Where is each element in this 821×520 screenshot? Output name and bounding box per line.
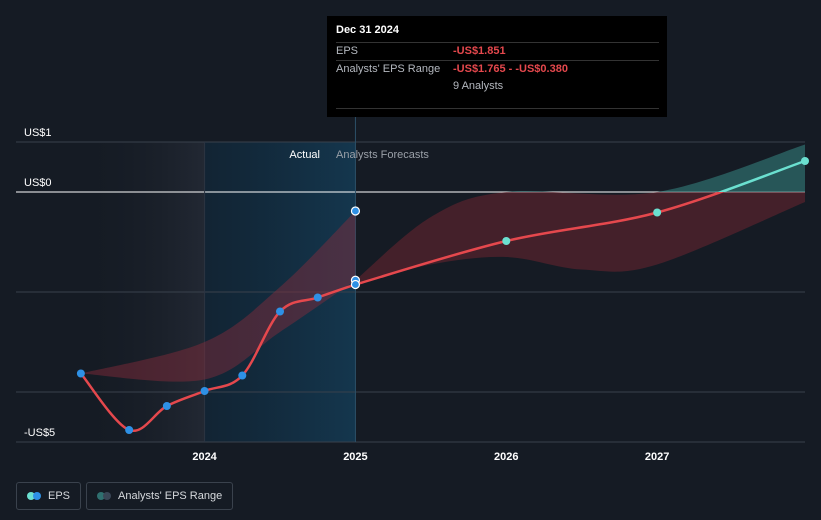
tooltip-range-row: Analysts' EPS Range -US$1.765 - -US$0.38… — [336, 60, 659, 78]
eps-markers — [76, 157, 809, 434]
eps-current-point — [350, 279, 361, 290]
y-tick-label-4: -US$5 — [24, 427, 55, 439]
legend-eps[interactable]: EPS — [16, 482, 82, 510]
eps-forecast-line — [355, 192, 725, 286]
forecast-eps-range-band-negative — [355, 192, 805, 285]
eps-actual-point-6 — [313, 293, 322, 302]
tooltip-date: Dec 31 2024 — [336, 24, 399, 36]
tooltip: Dec 31 2024 EPS -US$1.851 Analysts' EPS … — [327, 16, 667, 117]
y-tick-label-0: US$1 — [24, 127, 52, 139]
tooltip-eps-row: EPS -US$1.851 — [336, 42, 659, 60]
tooltip-analysts-row: 9 Analysts — [336, 78, 659, 95]
x-tick-label-0: 2024 — [192, 451, 217, 463]
eps-forecast-point-2 — [801, 157, 809, 165]
forecast-eps-range-band-positive — [506, 144, 805, 192]
eps-forecast-point-0 — [502, 237, 511, 245]
actual-eps-range-band — [80, 211, 356, 382]
tooltip-range-value: -US$1.765 - -US$0.380 — [453, 63, 568, 75]
x-tick-label-1: 2025 — [343, 451, 367, 463]
eps-forecast-point-1 — [653, 208, 662, 217]
eps-actual-point-4 — [238, 371, 247, 380]
x-tick-label-3: 2027 — [645, 451, 669, 463]
tooltip-eps-label: EPS — [336, 45, 359, 57]
eps-legend-icon — [27, 492, 41, 500]
eps-actual-point-5 — [276, 307, 285, 316]
x-tick-label-2: 2026 — [494, 451, 518, 463]
forecast-label: Analysts Forecasts — [336, 149, 429, 161]
tooltip-eps-value: -US$1.851 — [453, 45, 506, 57]
legend-eps-range[interactable]: Analysts' EPS Range — [86, 482, 234, 510]
eps-forecast-line-positive — [717, 159, 806, 192]
legend-eps-range-label: Analysts' EPS Range — [118, 490, 223, 502]
axis-labels: US$1 US$0 -US$5 2024 2025 2026 2027 — [24, 127, 669, 463]
eps-actual-point-2 — [162, 402, 171, 410]
actual-label: Actual — [289, 149, 320, 161]
tooltip-analysts: 9 Analysts — [453, 80, 504, 92]
eps-actual-point-0 — [76, 369, 85, 378]
y-tick-label-1: US$0 — [24, 177, 52, 189]
eps-range-legend-icon — [97, 492, 111, 500]
legend-eps-label: EPS — [48, 490, 71, 502]
eps-actual-point-3 — [200, 387, 209, 395]
eps-range-marker-0 — [350, 206, 361, 216]
tooltip-range-label: Analysts' EPS Range — [336, 63, 441, 75]
eps-range-bands — [80, 144, 805, 382]
eps-actual-point-1 — [125, 426, 134, 434]
tooltip-divider — [336, 108, 659, 109]
